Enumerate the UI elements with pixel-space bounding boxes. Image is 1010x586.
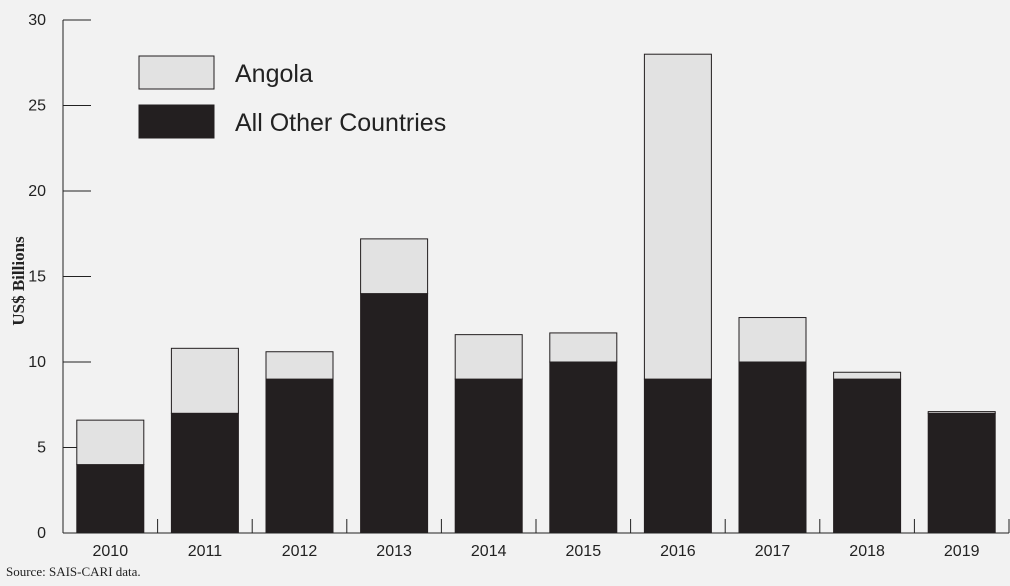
x-tick-label: 2019 [944,543,980,560]
bar-angola-2015 [549,332,618,363]
bar-all-other-countries-2015 [549,361,618,534]
bar-all-other-countries-2014 [454,378,523,534]
x-tick-label: 2017 [755,543,791,560]
bar-angola-2019 [927,411,996,414]
y-axis: 0 5 10 15 20 25 30 [28,12,91,542]
y-tick-label: 30 [28,12,46,29]
y-tick-label: 25 [28,98,46,115]
bar-all-other-countries-2017 [738,361,807,534]
legend-swatch-angola [138,55,215,90]
bar-angola-2014 [454,334,523,380]
x-tick-label: 2016 [660,543,696,560]
y-tick-label: 15 [28,269,46,286]
x-axis: 2010 2011 2012 2013 2014 2015 2016 2017 2018 2019 [62,519,1010,560]
x-tick-label: 2014 [471,543,507,560]
bar-all-other-countries-2013 [360,293,429,534]
x-tick-label: 2010 [93,543,129,560]
bar-angola-2011 [170,347,239,414]
x-tick-label: 2012 [282,543,318,560]
x-tick-label: 2013 [376,543,412,560]
bar-angola-2018 [833,371,902,380]
legend-swatch-all-other-countries [138,104,215,139]
bar-angola-2016 [643,53,712,380]
x-tick-label: 2011 [188,543,223,560]
y-tick-label: 0 [37,525,46,542]
y-tick-label: 20 [28,183,46,200]
bar-all-other-countries-2012 [265,378,334,534]
bar-angola-2010 [76,419,145,466]
legend-label-angola: Angola [235,60,313,88]
bar-angola-2013 [360,238,429,295]
bar-angola-2017 [738,317,807,363]
y-tick-label: 10 [28,354,46,371]
y-tick-label: 5 [37,440,46,457]
legend-label-all-other-countries: All Other Countries [235,109,446,137]
bar-all-other-countries-2019 [927,412,996,534]
bar-all-other-countries-2016 [643,378,712,534]
bar-all-other-countries-2011 [170,412,239,534]
y-axis-title: US$ Billions [9,236,28,326]
x-tick-label: 2015 [566,543,602,560]
bar-angola-2012 [265,351,334,380]
bar-all-other-countries-2010 [76,464,145,534]
bar-all-other-countries-2018 [833,378,902,534]
x-tick-label: 2018 [849,543,885,560]
legend: Angola All Other Countries [138,55,446,139]
source-note: Source: SAIS-CARI data. [6,564,141,579]
bars [76,53,996,534]
